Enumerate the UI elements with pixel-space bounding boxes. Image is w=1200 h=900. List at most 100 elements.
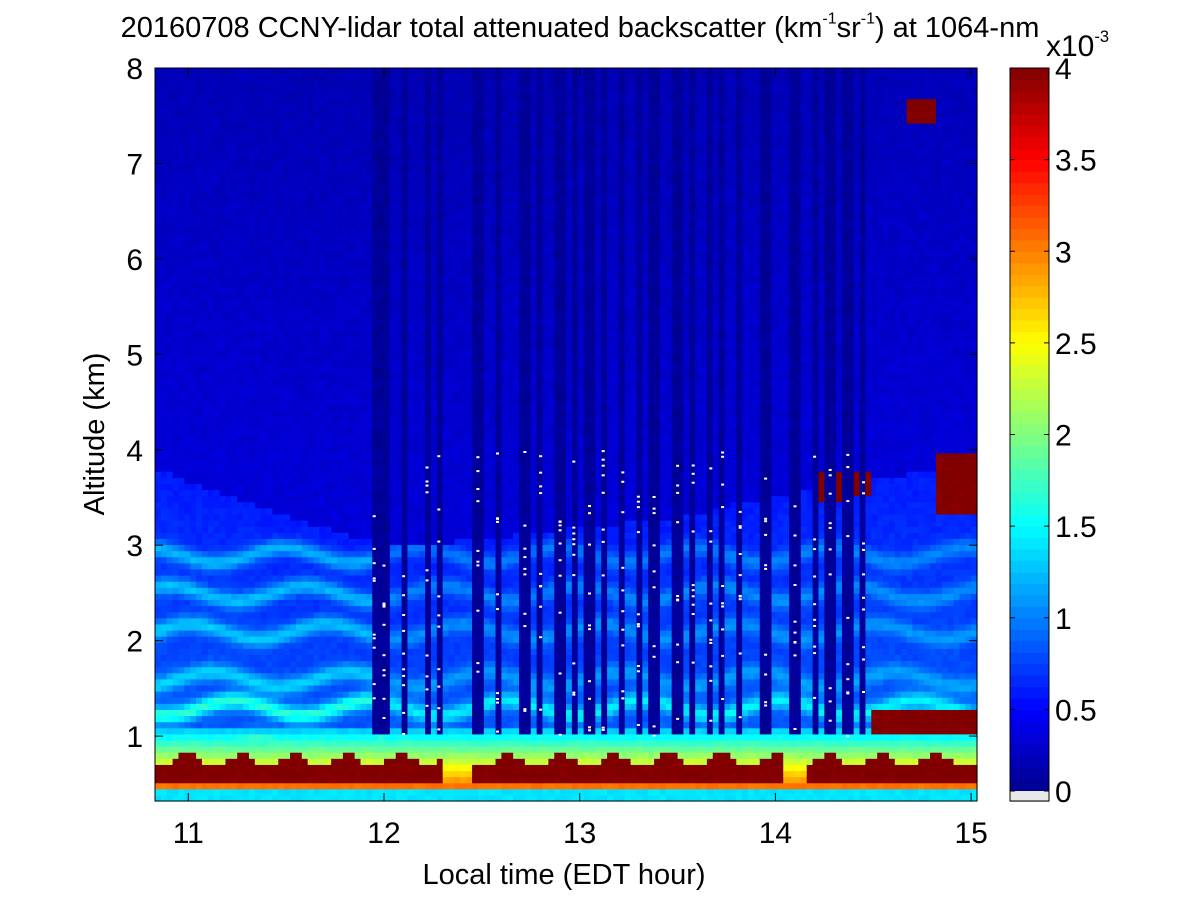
heatmap-cell [202,306,208,313]
heatmap-cell [308,215,314,222]
heatmap-cell [272,141,278,148]
heatmap-cell [396,740,402,747]
heatmap-cell [290,740,296,747]
heatmap-cell [372,648,378,655]
heatmap-cell [372,141,378,148]
heatmap-cell [196,581,202,588]
heatmap-cell [155,221,161,228]
heatmap-cell [390,251,396,258]
heatmap-cell [161,74,167,81]
heatmap-cell [331,465,337,472]
heatmap-cell [255,459,261,466]
heatmap-cell [296,496,302,503]
heatmap-cell [243,202,249,209]
heatmap-cell [231,435,237,442]
heatmap-cell [337,306,343,313]
heatmap-cell [237,563,243,570]
heatmap-cell [355,441,361,448]
heatmap-cell [167,221,173,228]
heatmap-cell [214,789,220,796]
heatmap-cell [366,789,372,796]
heatmap-cell [396,563,402,570]
heatmap-cell [296,141,302,148]
heatmap-cell [272,257,278,264]
heatmap-cell [190,697,196,704]
heatmap-cell [296,294,302,301]
heatmap-cell [331,728,337,735]
heatmap-cell [196,154,202,161]
heatmap-cell [325,306,331,313]
heatmap-cell [167,514,173,521]
heatmap-cell [155,758,161,765]
heatmap-cell [331,355,337,362]
heatmap-cell [302,532,308,539]
heatmap-cell [225,361,231,368]
heatmap-cell [243,642,249,649]
heatmap-cell [178,172,184,179]
heatmap-cell [366,92,372,99]
heatmap-cell [190,215,196,222]
heatmap-cell [267,544,273,551]
heatmap-cell [225,117,231,124]
heatmap-cell [384,593,390,600]
heatmap-cell [237,691,243,698]
heatmap-cell [214,361,220,368]
heatmap-cell [325,526,331,533]
heatmap-cell [190,715,196,722]
heatmap-cell [384,648,390,655]
heatmap-cell [372,257,378,264]
heatmap-cell [290,514,296,521]
heatmap-cell [167,630,173,637]
heatmap-cell [173,99,179,106]
heatmap-cell [196,770,202,777]
heatmap-cell [208,343,214,350]
heatmap-cell [302,691,308,698]
heatmap-cell [178,105,184,112]
heatmap-cell [243,141,249,148]
heatmap-cell [220,380,226,387]
heatmap-cell [243,196,249,203]
heatmap-cell [296,630,302,637]
heatmap-cell [202,80,208,87]
heatmap-cell [155,502,161,509]
heatmap-cell [261,648,267,655]
heatmap-cell [366,141,372,148]
heatmap-cell [225,221,231,228]
heatmap-cell [184,758,190,765]
heatmap-cell [366,86,372,93]
heatmap-cell [237,68,243,75]
heatmap-cell [308,593,314,600]
heatmap-cell [302,435,308,442]
heatmap-cell [378,147,384,154]
heatmap-cell [290,679,296,686]
heatmap-cell [267,447,273,454]
heatmap-cell [372,593,378,600]
heatmap-cell [196,147,202,154]
heatmap-cell [319,471,325,478]
heatmap-cell [319,245,325,252]
heatmap-cell [190,172,196,179]
heatmap-cell [167,331,173,338]
heatmap-cell [272,477,278,484]
heatmap-cell [167,508,173,515]
heatmap-cell [255,386,261,393]
heatmap-cell [284,99,290,106]
heatmap-cell [366,551,372,558]
heatmap-cell [208,416,214,423]
heatmap-cell [261,587,267,594]
heatmap-cell [366,190,372,197]
heatmap-cell [184,581,190,588]
heatmap-cell [366,373,372,380]
heatmap-cell [267,777,273,784]
heatmap-cell [319,789,325,796]
heatmap-cell [202,532,208,539]
heatmap-cell [343,777,349,784]
heatmap-cell [243,178,249,185]
heatmap-cell [314,532,320,539]
heatmap-cell [208,251,214,258]
heatmap-cell [214,441,220,448]
heatmap-cell [390,373,396,380]
heatmap-cell [167,581,173,588]
heatmap-cell [290,105,296,112]
heatmap-cell [196,276,202,283]
